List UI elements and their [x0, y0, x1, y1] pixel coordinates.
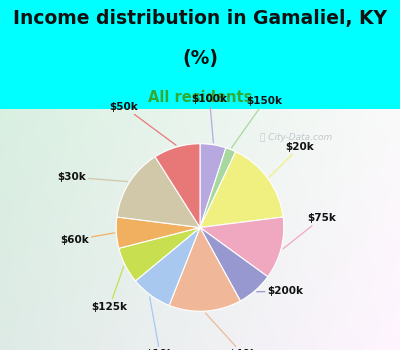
Text: $125k: $125k: [92, 266, 128, 312]
Wedge shape: [200, 148, 236, 228]
Wedge shape: [119, 228, 200, 281]
Text: ⓘ City-Data.com: ⓘ City-Data.com: [260, 133, 332, 142]
Wedge shape: [116, 217, 200, 248]
Text: All residents: All residents: [148, 90, 252, 105]
Wedge shape: [200, 152, 283, 228]
Text: $10k: $10k: [146, 297, 174, 350]
Wedge shape: [200, 217, 284, 277]
Text: $75k: $75k: [283, 213, 336, 249]
Text: $50k: $50k: [110, 102, 176, 145]
Wedge shape: [169, 228, 240, 311]
Text: $20k: $20k: [269, 142, 314, 177]
Text: $60k: $60k: [60, 233, 114, 245]
Wedge shape: [136, 228, 200, 306]
Wedge shape: [117, 157, 200, 228]
Text: $200k: $200k: [257, 286, 304, 296]
Text: $30k: $30k: [57, 172, 128, 182]
Text: Income distribution in Gamaliel, KY: Income distribution in Gamaliel, KY: [13, 9, 387, 28]
Wedge shape: [200, 228, 268, 301]
Wedge shape: [155, 144, 200, 228]
Wedge shape: [200, 144, 226, 228]
Text: $150k: $150k: [232, 96, 283, 148]
Text: $40k: $40k: [205, 313, 257, 350]
Text: $100k: $100k: [192, 94, 228, 143]
Text: (%): (%): [182, 49, 218, 68]
